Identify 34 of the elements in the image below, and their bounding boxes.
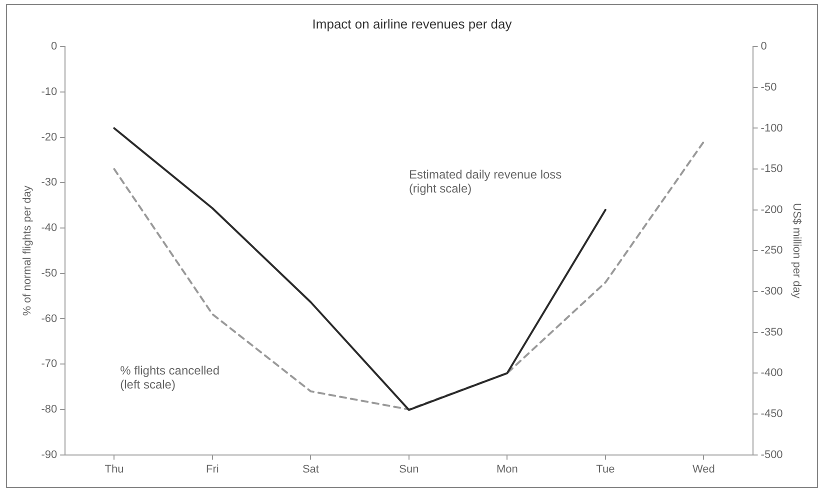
x-tick-label: Sat <box>302 463 319 476</box>
y2-axis-title: US$ million per day <box>790 203 802 299</box>
y-tick-label: -70 <box>41 358 58 370</box>
y2-tick-label: -300 <box>760 286 783 298</box>
y2-tick-label: -200 <box>760 204 783 216</box>
y-tick-label: -60 <box>41 312 58 325</box>
x-tick-label: Thu <box>104 463 124 476</box>
y-tick-label: -30 <box>41 176 58 189</box>
y2-tick-label: -500 <box>760 448 783 461</box>
y2-tick-label: -250 <box>760 244 783 257</box>
y2-tick-label: -150 <box>760 163 783 176</box>
y-tick-label: -20 <box>41 131 58 144</box>
y2-tick-label: -100 <box>760 122 783 134</box>
y-tick-label: -10 <box>41 86 58 98</box>
annotation: % flights cancelled (left scale) <box>120 363 220 392</box>
chart-title: Impact on airline revenues per day <box>312 16 512 32</box>
x-tick-label: Wed <box>692 463 715 476</box>
y2-tick-label: 0 <box>760 40 767 53</box>
y2-tick-label: -450 <box>760 408 783 420</box>
line-series <box>113 140 705 410</box>
y-tick-label: 0 <box>50 40 58 53</box>
y2-tick-label: -350 <box>760 326 783 338</box>
y-tick-label: -90 <box>41 448 58 461</box>
y-axis-title: % of normal flights per day <box>22 185 34 316</box>
x-tick-label: Sun <box>399 463 419 476</box>
x-tick-label: Fri <box>206 463 219 476</box>
y2-tick-label: -50 <box>760 81 777 94</box>
y2-tick-label: -400 <box>760 367 783 380</box>
y-tick-label: -50 <box>41 267 58 280</box>
annotation: Estimated daily revenue loss (right scale) <box>408 167 562 196</box>
y-tick-label: -80 <box>41 403 58 416</box>
y-tick-label: -40 <box>41 222 58 234</box>
x-tick-label: Mon <box>496 463 518 476</box>
x-tick-label: Tue <box>596 463 615 476</box>
